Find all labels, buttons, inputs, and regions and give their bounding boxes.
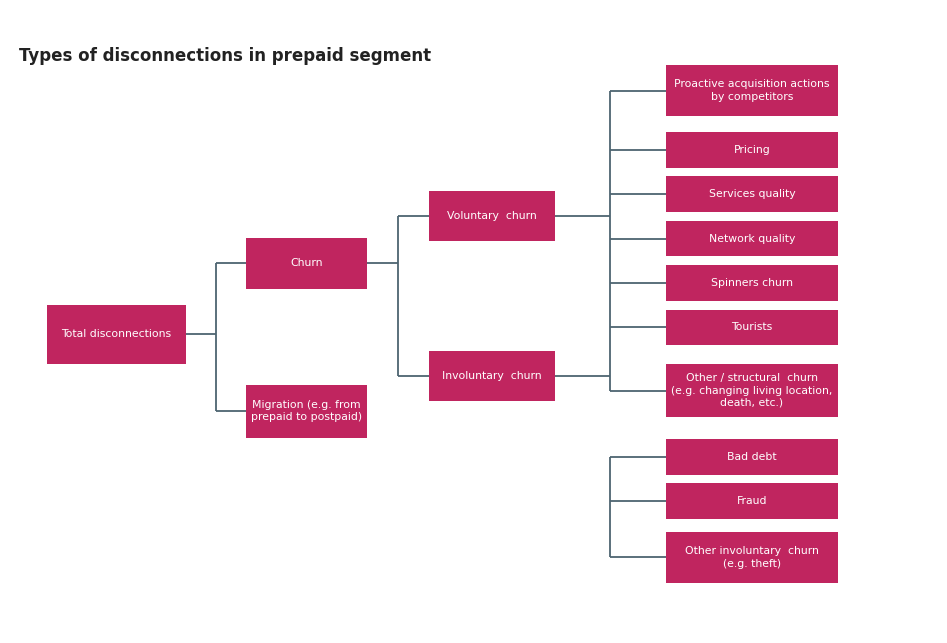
FancyBboxPatch shape (666, 221, 838, 257)
FancyBboxPatch shape (429, 350, 555, 401)
FancyBboxPatch shape (666, 439, 838, 475)
Text: Fraud: Fraud (737, 496, 767, 506)
FancyBboxPatch shape (46, 305, 186, 364)
FancyBboxPatch shape (666, 265, 838, 301)
Text: Other / structural  churn
(e.g. changing living location,
death, etc.): Other / structural churn (e.g. changing … (671, 373, 832, 408)
Text: Migration (e.g. from
prepaid to postpaid): Migration (e.g. from prepaid to postpaid… (251, 400, 362, 422)
Text: Pricing: Pricing (734, 145, 770, 155)
FancyBboxPatch shape (666, 364, 838, 417)
FancyBboxPatch shape (666, 484, 838, 519)
Text: Tourists: Tourists (731, 322, 773, 332)
FancyBboxPatch shape (666, 532, 838, 583)
Text: Bad debt: Bad debt (727, 452, 777, 462)
FancyBboxPatch shape (666, 132, 838, 168)
FancyBboxPatch shape (246, 239, 366, 289)
Text: Services quality: Services quality (708, 189, 795, 199)
Text: Total disconnections: Total disconnections (62, 329, 171, 340)
FancyBboxPatch shape (666, 66, 838, 116)
Text: Types of disconnections in prepaid segment: Types of disconnections in prepaid segme… (19, 48, 431, 66)
Text: Proactive acquisition actions
by competitors: Proactive acquisition actions by competi… (674, 80, 830, 102)
Text: Network quality: Network quality (708, 233, 795, 244)
FancyBboxPatch shape (429, 191, 555, 241)
Text: Churn: Churn (290, 258, 323, 268)
FancyBboxPatch shape (666, 309, 838, 345)
Text: Involuntary  churn: Involuntary churn (442, 371, 542, 381)
Text: Spinners churn: Spinners churn (711, 278, 793, 288)
Text: Other involuntary  churn
(e.g. theft): Other involuntary churn (e.g. theft) (685, 546, 819, 568)
FancyBboxPatch shape (666, 176, 838, 212)
Text: Voluntary  churn: Voluntary churn (447, 211, 537, 221)
FancyBboxPatch shape (246, 385, 366, 438)
